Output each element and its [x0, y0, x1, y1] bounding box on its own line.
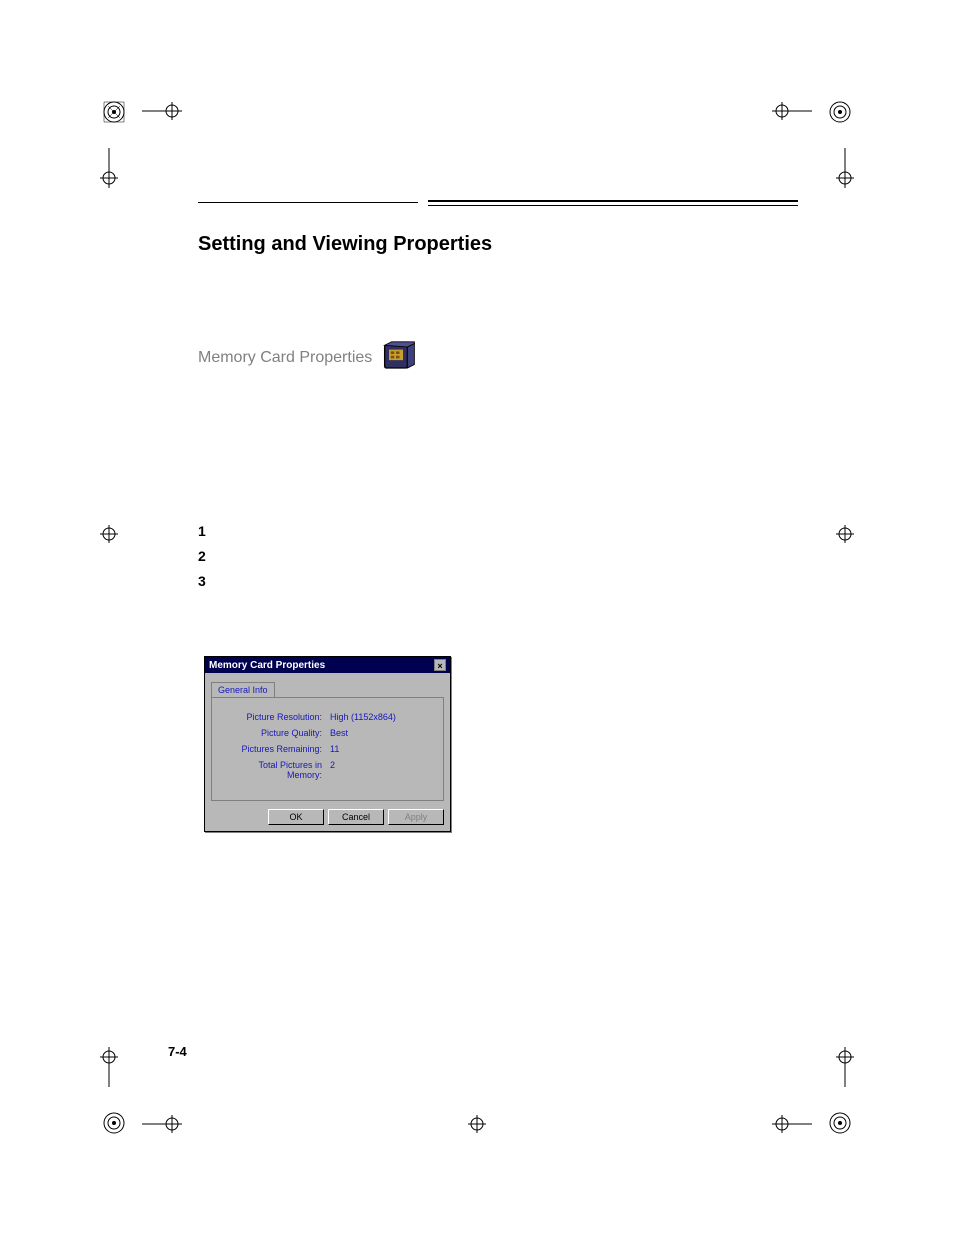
- crosshair-mark: [836, 1047, 854, 1087]
- crosshair-mark: [468, 1115, 486, 1133]
- crosshair-mark: [100, 525, 118, 543]
- memory-card-properties-dialog: Memory Card Properties × General Info Pi…: [204, 656, 451, 832]
- dialog-title: Memory Card Properties: [209, 660, 325, 671]
- crosshair-mark: [142, 1115, 182, 1133]
- section-title: Setting and Viewing Properties: [198, 233, 492, 256]
- property-value: Best: [330, 728, 433, 738]
- registration-mark-br: [828, 1111, 852, 1135]
- property-label: Pictures Remaining:: [222, 744, 330, 754]
- crosshair-mark: [100, 148, 118, 188]
- cancel-button[interactable]: Cancel: [328, 809, 384, 825]
- dialog-titlebar: Memory Card Properties ×: [205, 657, 450, 673]
- property-label: Picture Resolution:: [222, 712, 330, 722]
- memory-card-icon: [382, 340, 417, 375]
- crosshair-mark: [772, 102, 812, 120]
- tab-panel: Picture Resolution: High (1152x864) Pict…: [211, 697, 444, 801]
- step-number: 2: [198, 544, 206, 569]
- subsection-title: Memory Card Properties: [198, 349, 372, 367]
- property-value: High (1152x864): [330, 712, 433, 722]
- property-value: 2: [330, 760, 433, 780]
- crosshair-mark: [142, 102, 182, 120]
- property-row: Total Pictures in Memory: 2: [222, 760, 433, 780]
- property-label: Picture Quality:: [222, 728, 330, 738]
- crosshair-mark: [100, 1047, 118, 1087]
- page-number: 7-4: [168, 1044, 187, 1059]
- header-rule-right: [428, 200, 798, 206]
- registration-mark-bl: [102, 1111, 126, 1135]
- registration-mark-tl: [102, 100, 126, 124]
- property-label: Total Pictures in Memory:: [222, 760, 330, 780]
- registration-mark-tr: [828, 100, 852, 124]
- crosshair-mark: [836, 148, 854, 188]
- property-value: 11: [330, 744, 433, 754]
- crosshair-mark: [836, 525, 854, 543]
- header-rule-left: [198, 202, 418, 203]
- tab-general-info[interactable]: General Info: [211, 682, 275, 697]
- property-row: Picture Quality: Best: [222, 728, 433, 738]
- apply-button[interactable]: Apply: [388, 809, 444, 825]
- property-row: Pictures Remaining: 11: [222, 744, 433, 754]
- step-number: 1: [198, 519, 206, 544]
- close-icon[interactable]: ×: [434, 659, 446, 671]
- ok-button[interactable]: OK: [268, 809, 324, 825]
- subsection-header: Memory Card Properties: [198, 340, 417, 375]
- step-number: 3: [198, 569, 206, 594]
- property-row: Picture Resolution: High (1152x864): [222, 712, 433, 722]
- dialog-button-row: OK Cancel Apply: [205, 805, 450, 831]
- step-list: 1 2 3: [198, 519, 206, 595]
- crosshair-mark: [772, 1115, 812, 1133]
